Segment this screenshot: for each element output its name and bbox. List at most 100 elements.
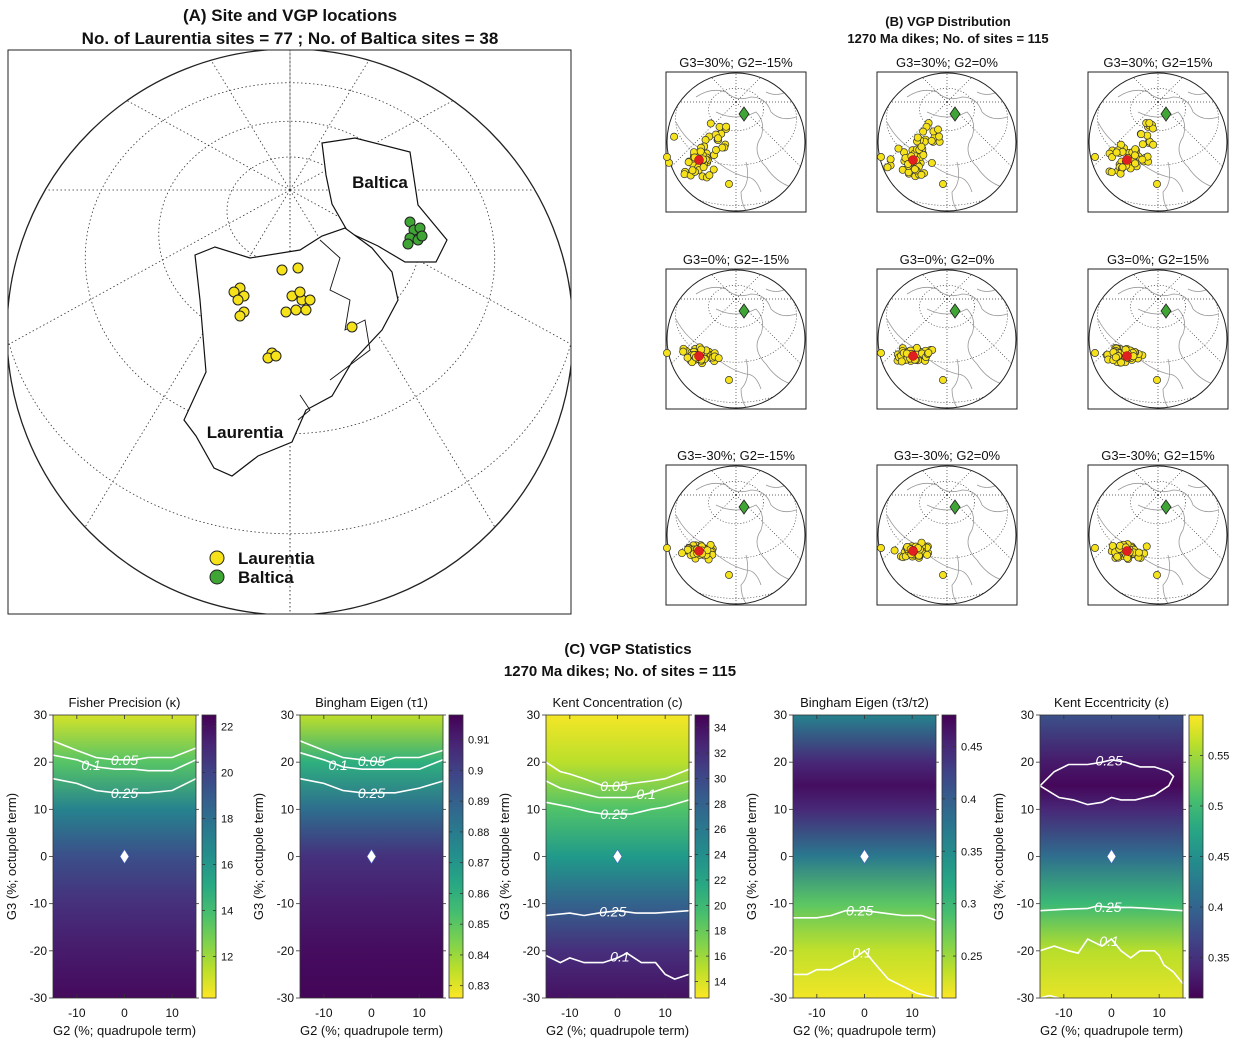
heatmap-panel: 12 14 16 18 20 22 0.05 0.1 0.25 -10 0 10 30 20 10 0 -10 -… [4,695,233,1038]
laurentia-site [294,286,306,298]
vgp-point [714,354,723,363]
panel-a-title: (A) Site and VGP locations [183,6,397,25]
heatmap-title: Fisher Precision (κ) [69,695,181,710]
x-tick-label: 0 [614,1006,621,1020]
y-tick-label: -30 [1017,991,1035,1005]
colorbar-tick-label: 0.5 [1208,801,1223,813]
vgp-point [1145,119,1154,127]
y-tick-label: 20 [281,755,295,769]
vgp-map: G3=30%; G2=15% [1087,55,1229,213]
colorbar-tick-label: 20 [714,900,726,912]
colorbar-tick-label: 28 [714,799,726,811]
vgp-map: G3=30%; G2=0% [876,55,1018,213]
contour-label: 0.1 [81,757,100,773]
y-tick-label: -20 [277,944,295,958]
vgp-map: G3=30%; G2=-15% [663,55,807,213]
laurentia-site [346,321,358,333]
parallel [1097,73,1219,166]
contour-line [52,777,197,794]
coastline [297,239,371,421]
x-tick-label: 10 [1152,1006,1166,1020]
colorbar-tick-label: 0.45 [961,741,982,753]
x-tick-label: 10 [905,1006,919,1020]
vgp-point [1142,542,1151,551]
contour-line [545,780,690,799]
vgp-point [688,166,697,175]
parallel [708,87,764,132]
contour-line [545,761,690,787]
x-tick-label: 10 [412,1006,426,1020]
colorbar [201,714,217,999]
vgp-point [683,545,692,554]
vgp-point [1108,153,1117,162]
colorbar-tick-label: 0.3 [961,899,976,911]
vgp-map-label: G3=-30%; G2=-15% [677,448,795,463]
laurentia-site [232,294,244,306]
globe-outline [666,269,806,409]
vgp-point [1138,155,1147,164]
reference-pole-diamond [738,499,750,515]
vgp-point [935,132,944,141]
parallel [667,73,805,206]
x-tick-label: 10 [658,1006,672,1020]
meridian [289,50,571,191]
panel-c-title: (C) VGP Statistics [564,641,691,658]
vgp-map: G3=-30%; G2=0% [876,448,1018,606]
globe-outline [877,465,1017,605]
laurentia-site [234,310,246,322]
y-tick-label: 30 [527,708,541,722]
parallel [1130,284,1186,329]
parallel [708,480,764,525]
vgp-point [1131,159,1140,168]
contour-line [299,740,444,764]
vgp-map: G3=-30%; G2=-15% [663,448,807,606]
vgp-point [917,142,926,151]
x-tick-label: -10 [315,1006,333,1020]
vgp-point [683,353,692,362]
reference-pole-diamond [949,499,961,515]
vgp-map-label: G3=0%; G2=-15% [683,252,790,267]
vgp-point [1091,544,1099,552]
vgp-point [1117,358,1125,367]
vgp-point [923,550,932,559]
colorbar-tick-label: 0.89 [468,796,489,808]
colorbar-tick-label: 0.35 [961,846,982,858]
heatmap-title: Bingham Eigen (τ3/τ2) [800,695,929,710]
colorbar-tick-label: 0.87 [468,858,489,870]
globe-outline [1088,269,1228,409]
vgp-point [883,163,892,172]
mean-vgp [908,155,918,165]
heatmap-panel: 0.83 0.84 0.85 0.86 0.87 0.88 0.89 0.9 0.91 0.05 0… [251,695,489,1038]
contour-label: 0.1 [1099,933,1118,949]
vgp-point [1138,140,1147,149]
vgp-point [1153,571,1161,579]
contour-line [545,799,690,815]
vgp-map-label: G3=30%; G2=0% [896,55,998,70]
colorbar-tick-label: 18 [714,926,726,938]
reference-pole-diamond [738,303,750,319]
vgp-point [670,132,679,141]
vgp-point [722,122,731,131]
laurentia-site [270,350,282,362]
vgp-point [1091,153,1099,161]
parallel [708,284,764,329]
y-tick-label: -10 [1017,897,1035,911]
y-tick-label: -30 [30,991,48,1005]
colorbar-tick-label: 32 [714,748,726,760]
vgp-point [890,546,899,555]
colorbar-tick-label: 0.83 [468,981,489,993]
y-axis-label: G3 (%; octupole term) [991,793,1006,920]
vgp-point [677,549,686,558]
reference-model-marker [1106,848,1117,865]
colorbar [694,714,710,999]
vgp-point [709,165,718,174]
globe-outline [666,72,806,212]
y-tick-label: -20 [770,944,788,958]
y-tick-label: 10 [34,802,48,816]
parallel [878,270,1016,403]
contour-line [793,909,937,921]
parallel [675,466,797,559]
mean-vgp [1122,155,1132,165]
parallel [675,270,797,363]
